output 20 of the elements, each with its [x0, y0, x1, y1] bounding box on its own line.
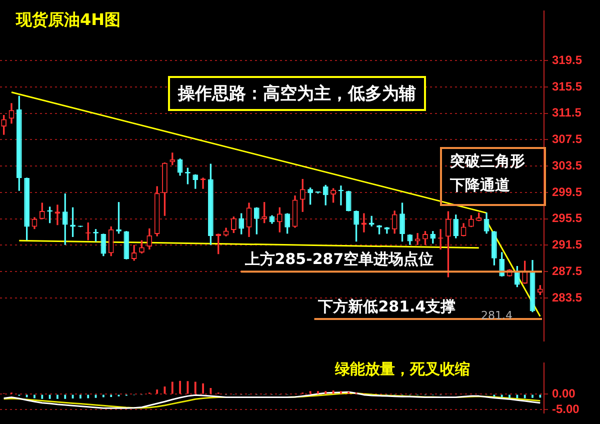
annotation: 操作思路：高空为主，低多为辅	[168, 76, 426, 111]
y-tick-label: 287.5	[552, 264, 582, 278]
annotation: 突破三角形	[450, 152, 525, 171]
y-tick-label: -5.00	[552, 402, 580, 416]
y-tick-label: 283.5	[552, 290, 582, 304]
candlestick	[414, 233, 420, 245]
y-tick-label: 295.5	[552, 211, 582, 226]
y-tick-label: 0.00	[552, 386, 576, 401]
y-tick-label: 299.5	[552, 184, 582, 199]
y-tick-label: 303.5	[552, 158, 582, 172]
ref-line-label: 下方新低281.4支撑	[317, 297, 456, 316]
y-tick-label: 307.5	[552, 132, 582, 146]
annotation: 绿能放量，死叉收缩	[335, 360, 470, 379]
y-tick-label: 291.5	[552, 238, 582, 252]
y-tick-label: 319.5	[552, 52, 582, 67]
y-tick-label: 311.5	[552, 106, 582, 120]
ref-line-label: 上方285-287空单进场点位	[244, 250, 434, 268]
y-tick-label: 315.5	[552, 79, 582, 94]
chart-title: 现货原油4H图	[16, 10, 121, 31]
annotation: 下降通道	[450, 176, 510, 195]
